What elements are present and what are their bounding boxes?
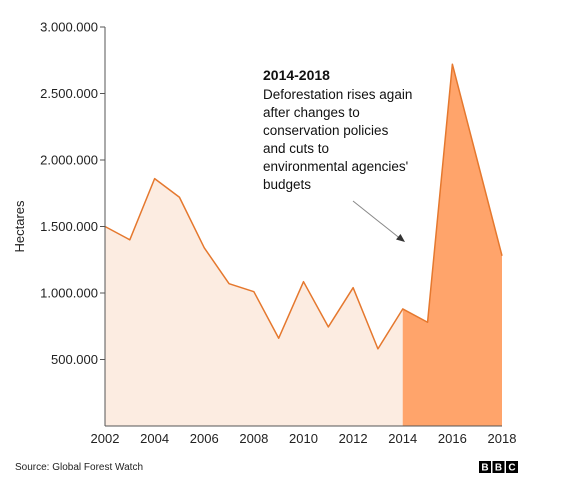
annotation-line: budgets	[263, 177, 311, 192]
data-point	[377, 348, 378, 349]
data-point	[452, 64, 453, 65]
annotation-line: environmental agencies'	[263, 159, 408, 174]
bbc-logo-letter: C	[508, 463, 515, 474]
bbc-logo-block	[492, 461, 505, 473]
area-fill-2014-2018	[402, 64, 502, 427]
y-tick-label: 3.000.000	[40, 20, 98, 35]
y-axis-ticks: 500.000 1.000.000 1.500.000 2.000.000 2.500.…	[40, 20, 105, 367]
y-tick-label: 2.000.000	[40, 153, 98, 168]
bbc-logo-block	[506, 461, 518, 473]
bbc-logo-letter: B	[481, 463, 488, 474]
y-tick-label: 1.500.000	[40, 219, 98, 234]
x-tick-label: 2002	[91, 431, 120, 446]
data-point	[477, 160, 478, 161]
annotation-line: and cuts to	[263, 141, 329, 156]
data-point	[179, 197, 180, 198]
annotation: 2014-2018 Deforestation rises again afte…	[263, 67, 412, 242]
annotation-title: 2014-2018	[263, 67, 330, 83]
series-line	[104, 63, 503, 350]
x-axis-ticks: 2002 2004 2006 2008 2010 2012 2014 2016 2018	[91, 431, 517, 446]
area-layer	[105, 64, 502, 427]
bbc-logo-letter: B	[495, 463, 502, 474]
data-point	[204, 247, 205, 248]
data-point	[502, 255, 503, 256]
x-tick-label: 2008	[239, 431, 268, 446]
bbc-logo-block	[479, 461, 491, 473]
annotation-line: conservation policies	[263, 123, 389, 138]
x-tick-label: 2010	[289, 431, 318, 446]
y-axis-title: Hectares	[12, 200, 27, 253]
data-point	[154, 178, 155, 179]
line-layer	[104, 63, 503, 350]
y-tick-label: 1.000.000	[40, 286, 98, 301]
x-tick-label: 2018	[488, 431, 517, 446]
y-tick-label: 2.500.000	[40, 86, 98, 101]
x-tick-label: 2014	[388, 431, 417, 446]
source-note: Source: Global Forest Watch	[15, 462, 143, 473]
data-point	[129, 239, 130, 240]
data-point	[402, 308, 403, 309]
annotation-line: after changes to	[263, 105, 360, 120]
data-point	[328, 326, 329, 327]
annotation-arrow-head	[396, 234, 405, 242]
data-point	[229, 283, 230, 284]
x-tick-label: 2004	[140, 431, 169, 446]
x-tick-label: 2006	[190, 431, 219, 446]
y-tick-label: 500.000	[51, 352, 98, 367]
data-point	[278, 338, 279, 339]
annotation-line: Deforestation rises again	[263, 87, 412, 102]
data-point	[253, 291, 254, 292]
x-tick-label: 2012	[339, 431, 368, 446]
x-tick-label: 2016	[438, 431, 467, 446]
annotation-arrow-line	[352, 200, 403, 241]
data-point	[427, 322, 428, 323]
data-point	[303, 281, 304, 282]
data-point	[353, 287, 354, 288]
bbc-logo: B B C	[479, 461, 518, 474]
